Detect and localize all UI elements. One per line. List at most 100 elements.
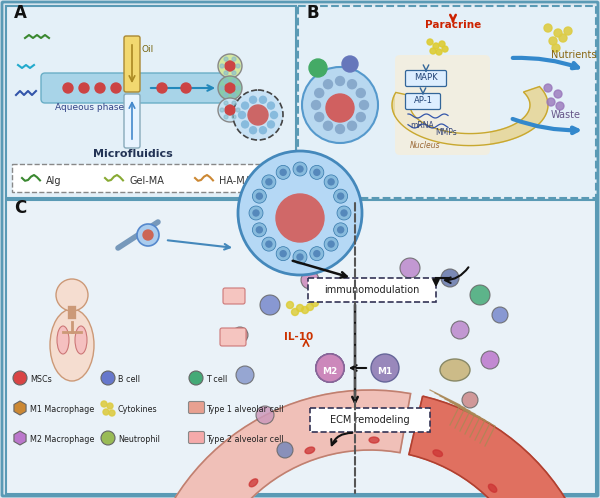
Circle shape (287, 301, 293, 308)
Circle shape (13, 371, 27, 385)
Circle shape (341, 210, 347, 216)
Text: Oil: Oil (142, 45, 154, 54)
Ellipse shape (433, 450, 443, 457)
Circle shape (277, 442, 293, 458)
Circle shape (262, 175, 276, 189)
Circle shape (232, 115, 236, 119)
Circle shape (143, 230, 153, 240)
Circle shape (316, 354, 344, 382)
Circle shape (324, 237, 338, 251)
Circle shape (232, 57, 236, 61)
Text: Nucleus: Nucleus (410, 141, 440, 150)
Circle shape (442, 46, 448, 52)
Circle shape (253, 189, 266, 203)
Circle shape (236, 86, 240, 90)
FancyBboxPatch shape (406, 71, 446, 87)
Circle shape (101, 371, 115, 385)
Text: Alg: Alg (46, 176, 62, 186)
Circle shape (296, 304, 304, 312)
FancyBboxPatch shape (124, 94, 140, 148)
Circle shape (326, 94, 354, 122)
Ellipse shape (369, 437, 379, 443)
Circle shape (79, 83, 89, 93)
Text: M2 Macrophage: M2 Macrophage (30, 434, 94, 444)
Circle shape (233, 90, 283, 140)
Circle shape (462, 392, 478, 408)
Circle shape (400, 258, 420, 278)
Circle shape (323, 122, 332, 130)
Circle shape (259, 126, 266, 134)
Text: Microfluidics: Microfluidics (93, 149, 173, 159)
Text: ECM remodeling: ECM remodeling (330, 415, 410, 425)
Text: IL-10: IL-10 (284, 332, 313, 342)
Circle shape (310, 247, 324, 260)
Circle shape (359, 101, 368, 110)
Circle shape (315, 113, 324, 122)
Text: M2: M2 (322, 367, 338, 375)
Circle shape (433, 43, 439, 49)
Circle shape (220, 64, 224, 68)
Text: Nutrients: Nutrients (551, 50, 596, 60)
Circle shape (356, 89, 365, 98)
FancyBboxPatch shape (308, 278, 436, 302)
Circle shape (338, 193, 344, 199)
Circle shape (224, 93, 228, 97)
Circle shape (256, 193, 262, 199)
Circle shape (556, 102, 564, 110)
Circle shape (56, 279, 88, 311)
Text: mRNA: mRNA (410, 121, 434, 130)
Circle shape (552, 44, 560, 52)
Text: Paracrine: Paracrine (425, 20, 481, 30)
Circle shape (262, 237, 276, 251)
Circle shape (316, 354, 344, 382)
Circle shape (316, 354, 344, 382)
Text: Type 2 alveolar cell: Type 2 alveolar cell (206, 434, 284, 444)
Text: AP-1: AP-1 (413, 96, 433, 105)
Circle shape (236, 64, 240, 68)
Circle shape (316, 354, 344, 382)
Text: Waste: Waste (551, 110, 581, 120)
Circle shape (225, 83, 235, 93)
Text: B: B (306, 4, 319, 22)
Circle shape (347, 80, 356, 89)
Circle shape (220, 108, 224, 112)
Circle shape (492, 307, 508, 323)
Text: M1: M1 (377, 367, 392, 375)
Ellipse shape (75, 326, 87, 354)
Circle shape (63, 83, 73, 93)
Circle shape (218, 98, 242, 122)
Circle shape (256, 227, 262, 233)
Circle shape (276, 165, 290, 179)
Circle shape (335, 124, 344, 133)
Circle shape (224, 71, 228, 75)
Circle shape (224, 57, 228, 61)
Circle shape (316, 354, 344, 382)
Circle shape (544, 84, 552, 92)
Circle shape (544, 24, 552, 32)
Circle shape (101, 401, 107, 407)
Circle shape (293, 162, 307, 176)
Text: MAPK: MAPK (414, 73, 438, 82)
FancyBboxPatch shape (395, 55, 490, 155)
Circle shape (232, 93, 236, 97)
Circle shape (307, 303, 314, 310)
Circle shape (253, 210, 259, 216)
FancyBboxPatch shape (188, 431, 205, 444)
Circle shape (564, 27, 572, 35)
Circle shape (481, 351, 499, 369)
Ellipse shape (57, 326, 69, 354)
Polygon shape (392, 87, 548, 145)
FancyBboxPatch shape (310, 408, 430, 432)
Circle shape (107, 403, 113, 409)
Text: Type 1 alveolar cell: Type 1 alveolar cell (206, 404, 284, 413)
Circle shape (224, 79, 228, 83)
Circle shape (337, 206, 351, 220)
Ellipse shape (249, 479, 258, 487)
Polygon shape (14, 431, 26, 445)
FancyBboxPatch shape (188, 401, 205, 413)
Circle shape (451, 321, 469, 339)
Text: immunomodulation: immunomodulation (325, 285, 419, 295)
Circle shape (242, 102, 248, 109)
Circle shape (224, 115, 228, 119)
Circle shape (328, 179, 334, 185)
